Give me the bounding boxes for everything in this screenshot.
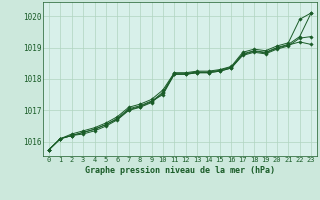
X-axis label: Graphe pression niveau de la mer (hPa): Graphe pression niveau de la mer (hPa): [85, 166, 275, 175]
